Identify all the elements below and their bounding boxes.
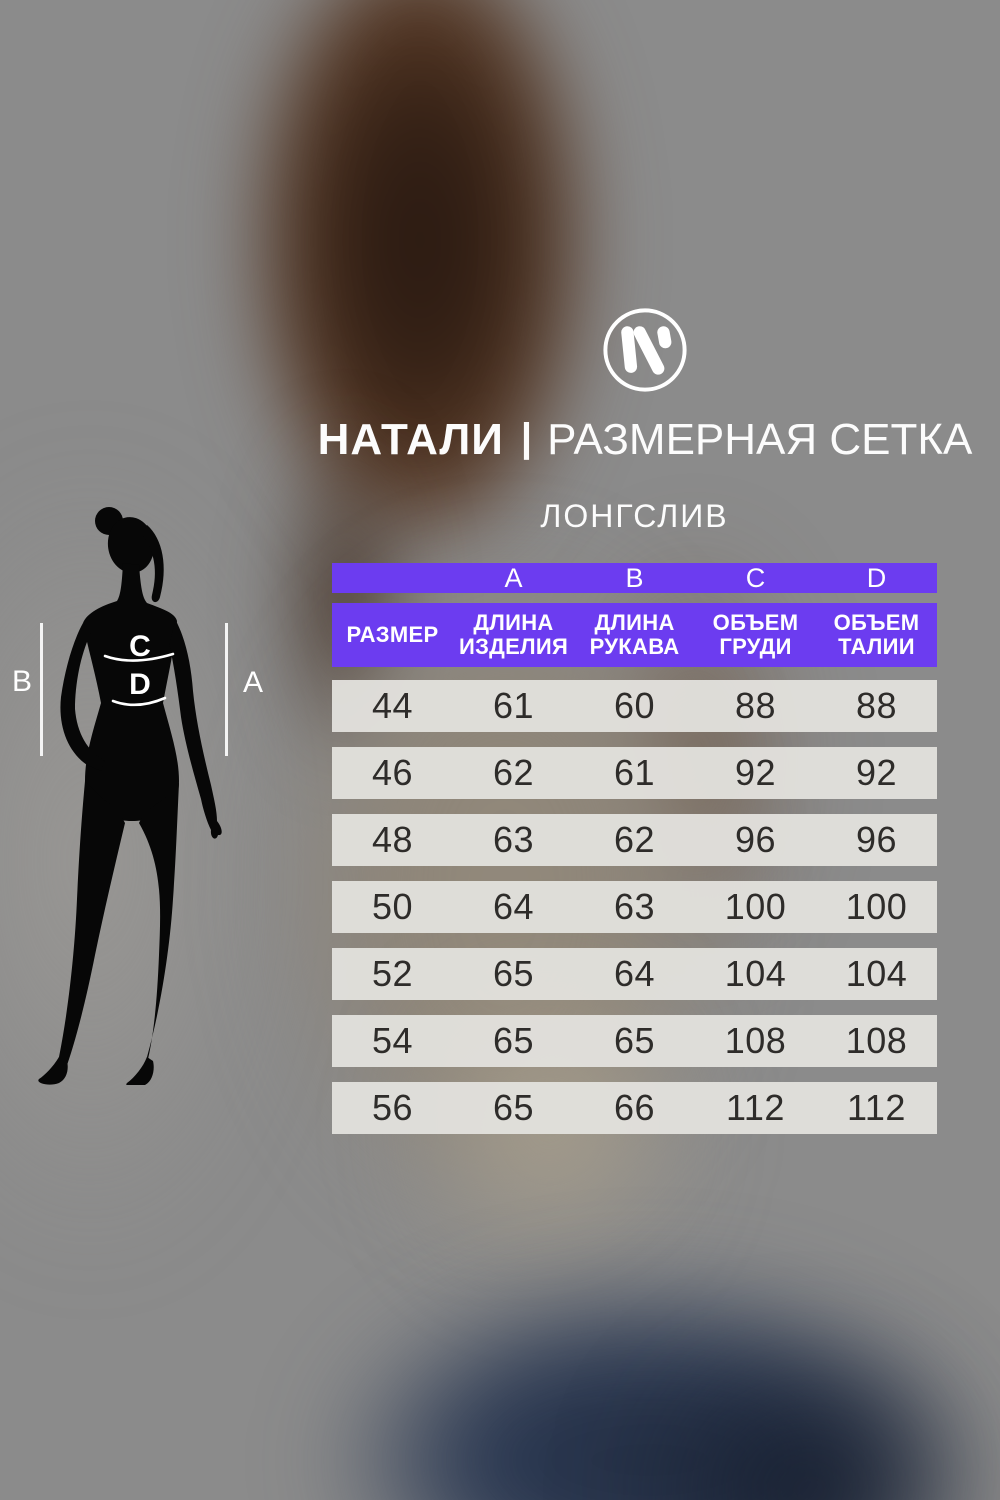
value-cell: 100 (845, 886, 908, 927)
brand-logo-icon (603, 308, 687, 392)
size-cell: 52 (371, 953, 414, 994)
table-row: 56 65 66 112 112 (332, 1082, 937, 1134)
value-cell: 88 (734, 685, 777, 726)
title-divider: | (520, 415, 533, 460)
woman-silhouette-icon (38, 507, 222, 1085)
value-cell: 65 (613, 1020, 656, 1061)
column-label-chest: ОБЪЕМ ГРУДИ (712, 609, 799, 659)
product-title: ЛОНГСЛИВ (540, 498, 729, 534)
header-letter-b: B (625, 563, 644, 593)
value-cell: 64 (613, 953, 656, 994)
value-cell: 88 (855, 685, 898, 726)
value-cell: 65 (492, 1020, 535, 1061)
table-row: 50 64 63 100 100 (332, 881, 937, 933)
value-cell: 92 (855, 752, 898, 793)
page-title: НАТАЛИ | РАЗМЕРНАЯ СЕТКА (318, 412, 973, 468)
table-row: 48 63 62 96 96 (332, 814, 937, 866)
table-row: 52 65 64 104 104 (332, 948, 937, 1000)
table-row: 54 65 65 108 108 (332, 1015, 937, 1067)
header-letter-d: D (866, 563, 887, 593)
column-label-waist: ОБЪЕМ ТАЛИИ (833, 609, 920, 659)
column-label-sleeve: ДЛИНА РУКАВА (589, 609, 680, 659)
value-cell: 63 (613, 886, 656, 927)
brand-name: НАТАЛИ (317, 415, 504, 464)
table-column-header-row: РАЗМЕР ДЛИНА ИЗДЕЛИЯ ДЛИНА РУКАВА ОБЪЕМ … (332, 603, 937, 667)
column-label-size: РАЗМЕР (346, 621, 439, 647)
size-cell: 50 (371, 886, 414, 927)
value-cell: 62 (492, 752, 535, 793)
measure-line-b (40, 623, 43, 756)
size-cell: 46 (371, 752, 414, 793)
value-cell: 96 (734, 819, 777, 860)
value-cell: 64 (492, 886, 535, 927)
figure-label-c: C (129, 630, 151, 663)
value-cell: 65 (492, 953, 535, 994)
value-cell: 96 (855, 819, 898, 860)
measure-line-a (225, 623, 228, 756)
value-cell: 60 (613, 685, 656, 726)
size-cell: 56 (371, 1087, 414, 1128)
value-cell: 112 (847, 1087, 906, 1128)
value-cell: 112 (726, 1087, 785, 1128)
header-letter-c: C (745, 563, 766, 593)
table-row: 46 62 61 92 92 (332, 747, 937, 799)
value-cell: 65 (492, 1087, 535, 1128)
table-row: 44 61 60 88 88 (332, 680, 937, 732)
value-cell: 92 (734, 752, 777, 793)
size-table: A B C D РАЗМЕР ДЛИНА ИЗДЕЛИЯ ДЛИНА РУКАВ… (332, 563, 937, 1134)
value-cell: 108 (724, 1020, 787, 1061)
column-label-length: ДЛИНА ИЗДЕЛИЯ (458, 609, 569, 659)
size-cell: 44 (371, 685, 414, 726)
value-cell: 104 (724, 953, 787, 994)
value-cell: 61 (492, 685, 535, 726)
table-letter-header-row: A B C D (332, 563, 937, 593)
header-letter-a: A (504, 563, 523, 593)
value-cell: 100 (724, 886, 787, 927)
size-cell: 54 (371, 1020, 414, 1061)
value-cell: 61 (613, 752, 656, 793)
value-cell: 66 (613, 1087, 656, 1128)
figure-label-a: A (242, 666, 263, 699)
title-tagline: РАЗМЕРНАЯ СЕТКА (547, 415, 973, 464)
value-cell: 104 (845, 953, 908, 994)
value-cell: 63 (492, 819, 535, 860)
figure-label-b: B (11, 665, 32, 698)
figure-label-d: D (129, 668, 151, 701)
header-letter-spacer (332, 563, 453, 594)
value-cell: 62 (613, 819, 656, 860)
size-cell: 48 (371, 819, 414, 860)
value-cell: 108 (845, 1020, 908, 1061)
